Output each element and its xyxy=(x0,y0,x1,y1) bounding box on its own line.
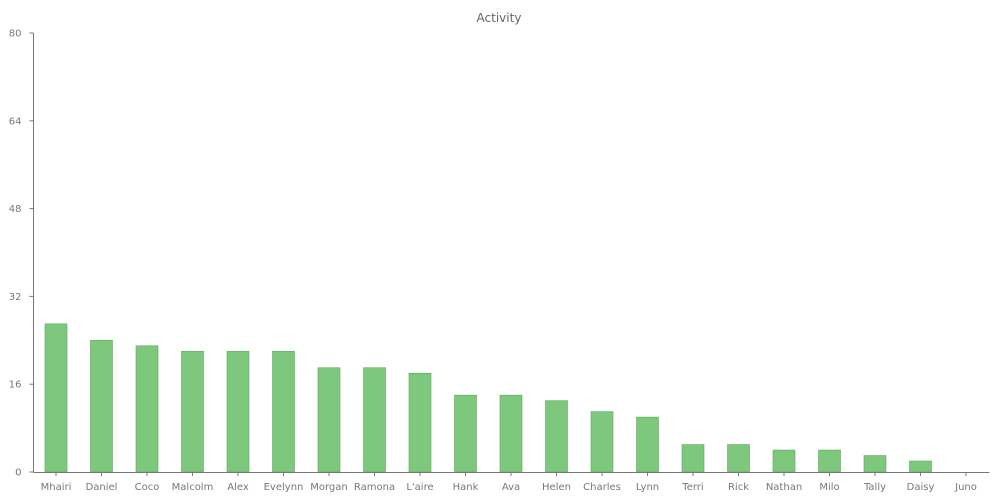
bar-morgan xyxy=(317,367,341,473)
x-axis-ticks: Mhairi Daniel Coco Malcolm Alex Evelynn Morgan… xyxy=(41,472,977,493)
bar-terri xyxy=(681,444,705,473)
bar-mhairi xyxy=(44,323,68,473)
x-tick-label: Daniel xyxy=(86,482,118,493)
bar-nathan xyxy=(772,449,796,473)
bar-hank xyxy=(454,394,477,473)
y-tick-label: 48 xyxy=(9,204,22,215)
bar-daniel xyxy=(90,339,113,473)
bar-ava xyxy=(499,394,523,473)
x-tick-label: L'aire xyxy=(406,482,433,493)
x-tick-label: Charles xyxy=(583,482,621,493)
bar-l-aire xyxy=(408,372,432,473)
x-tick-label: Alex xyxy=(227,482,249,493)
bar-malcolm xyxy=(181,350,204,473)
x-tick-label: Malcolm xyxy=(172,482,214,493)
y-tick-label: 64 xyxy=(9,116,22,127)
bar-ramona xyxy=(363,367,386,473)
bar-lynn xyxy=(636,416,659,473)
x-tick-label: Nathan xyxy=(766,482,802,493)
y-axis-ticks: 0 16 32 48 64 80 xyxy=(9,29,34,479)
x-tick-label: Ramona xyxy=(354,482,395,493)
x-tick-label: Mhairi xyxy=(41,482,72,493)
bar-rick xyxy=(727,444,750,473)
bar-milo xyxy=(818,449,841,473)
x-tick-label: Ava xyxy=(502,482,520,493)
chart-title: Activity xyxy=(477,11,522,25)
bar-alex xyxy=(226,350,250,473)
x-tick-label: Evelynn xyxy=(264,482,304,493)
bar-daisy xyxy=(909,460,932,473)
x-tick-label: Juno xyxy=(954,482,977,493)
bar-evelynn xyxy=(272,350,295,473)
x-tick-label: Tally xyxy=(863,482,886,493)
y-tick-label: 0 xyxy=(15,468,21,479)
x-tick-label: Rick xyxy=(728,482,749,493)
bar-series xyxy=(44,323,932,473)
y-tick-label: 16 xyxy=(9,380,22,391)
x-tick-label: Milo xyxy=(819,482,839,493)
y-tick-label: 32 xyxy=(9,292,22,303)
y-tick-label: 80 xyxy=(9,29,22,40)
x-tick-label: Helen xyxy=(542,482,571,493)
bar-coco xyxy=(135,345,159,473)
x-tick-label: Coco xyxy=(135,482,160,493)
x-tick-label: Lynn xyxy=(636,482,659,493)
x-tick-label: Daisy xyxy=(907,482,935,493)
bar-helen xyxy=(545,400,568,473)
x-tick-label: Morgan xyxy=(310,482,348,493)
x-tick-label: Terri xyxy=(681,482,703,493)
bar-charles xyxy=(590,411,614,473)
bar-tally xyxy=(863,455,887,473)
x-tick-label: Hank xyxy=(453,482,479,493)
